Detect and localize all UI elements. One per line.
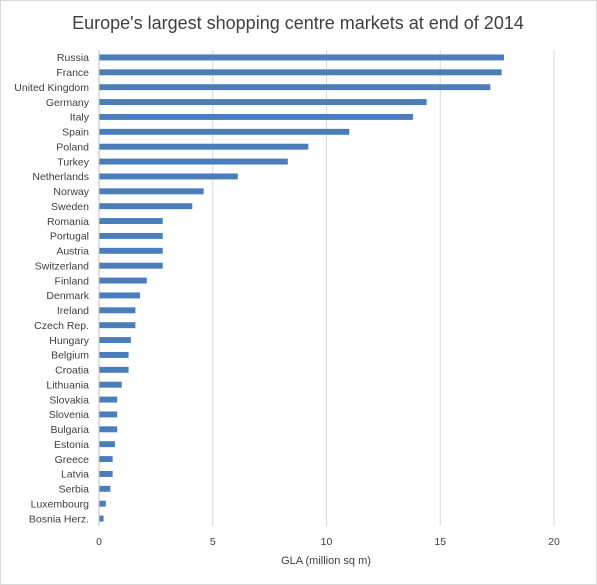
bar xyxy=(99,381,122,388)
bar xyxy=(99,143,309,150)
bar xyxy=(99,470,113,477)
bar xyxy=(99,426,118,433)
x-tick-label: 0 xyxy=(96,536,102,548)
category-label: Estonia xyxy=(54,439,89,451)
bar xyxy=(99,84,491,91)
category-label: United Kingdom xyxy=(14,82,89,94)
bar xyxy=(99,218,163,225)
x-tick-label: 15 xyxy=(434,536,446,548)
bar xyxy=(99,366,129,373)
category-label: Spain xyxy=(62,127,89,139)
bar xyxy=(99,396,118,403)
category-label: Czech Rep. xyxy=(34,320,89,332)
x-tick-labels: 0 5 10 15 20 xyxy=(96,536,560,548)
bar xyxy=(99,441,115,448)
category-label: Sweden xyxy=(51,201,89,213)
category-label: Hungary xyxy=(49,335,89,347)
category-label: Austria xyxy=(56,246,89,258)
category-label: Switzerland xyxy=(35,260,89,272)
category-label: Croatia xyxy=(55,365,89,377)
bar xyxy=(99,54,504,61)
bar xyxy=(99,485,111,492)
category-label: Greece xyxy=(55,454,90,466)
category-label: Turkey xyxy=(57,156,89,168)
bar xyxy=(99,277,147,284)
bar xyxy=(99,99,427,106)
bars xyxy=(99,54,504,522)
bar xyxy=(99,173,238,180)
category-label: Serbia xyxy=(59,484,90,496)
x-axis-title: GLA (million sq m) xyxy=(281,555,371,567)
bar xyxy=(99,500,106,507)
category-label: Lithuania xyxy=(46,379,89,391)
bar xyxy=(99,307,136,314)
category-label: Russia xyxy=(57,52,89,64)
x-tick-label: 5 xyxy=(210,536,216,548)
bar xyxy=(99,515,104,522)
bar xyxy=(99,158,288,165)
x-tick-label: 10 xyxy=(321,536,333,548)
bar xyxy=(99,113,413,120)
category-label: Italy xyxy=(70,112,90,124)
bar xyxy=(99,262,163,269)
category-label: Belgium xyxy=(51,350,89,362)
category-label: Slovakia xyxy=(49,394,89,406)
category-label: France xyxy=(56,67,89,79)
gridlines xyxy=(212,50,555,526)
category-label: Latvia xyxy=(61,469,89,481)
category-label: Germany xyxy=(46,97,90,109)
category-labels: Russia France United Kingdom Germany Italy Sp… xyxy=(14,52,89,525)
bar xyxy=(99,351,129,358)
category-label: Norway xyxy=(53,186,89,198)
bar xyxy=(99,411,118,418)
bar xyxy=(99,232,163,239)
category-label: Bulgaria xyxy=(50,424,89,436)
category-label: Netherlands xyxy=(32,171,89,183)
bar xyxy=(99,322,136,329)
category-label: Ireland xyxy=(57,305,89,317)
category-label: Luxembourg xyxy=(31,498,90,510)
bar xyxy=(99,456,113,463)
bar xyxy=(99,247,163,254)
category-label: Portugal xyxy=(50,231,89,243)
chart-title: Europe's largest shopping centre markets… xyxy=(72,13,524,33)
category-label: Denmark xyxy=(46,290,89,302)
bar xyxy=(99,128,350,135)
bar xyxy=(99,337,131,344)
category-label: Poland xyxy=(56,141,89,153)
category-label: Slovenia xyxy=(49,409,89,421)
category-label: Romania xyxy=(47,216,89,228)
bar xyxy=(99,69,502,76)
bar xyxy=(99,188,204,195)
category-label: Finland xyxy=(55,275,90,287)
x-tick-label: 20 xyxy=(548,536,560,548)
category-label: Bosnia Herz. xyxy=(29,513,89,525)
bar xyxy=(99,292,140,299)
bar xyxy=(99,203,193,210)
